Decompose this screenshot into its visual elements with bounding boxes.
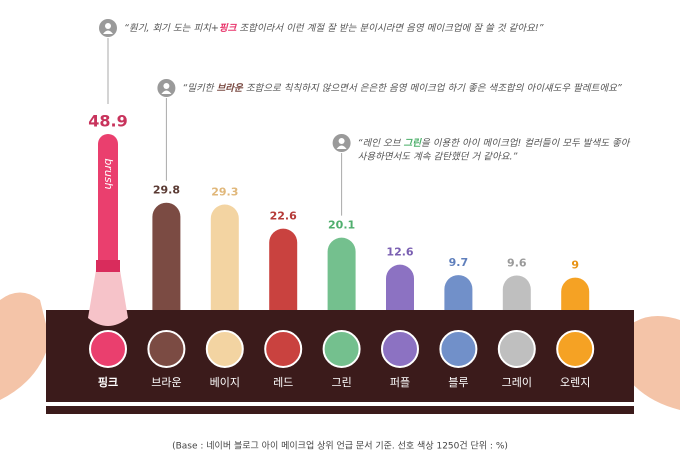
value-label: 9.7 [449,256,469,269]
quote: 사용하면서도 계속 감탄했던 거 같아요.” [358,152,518,163]
user-body [336,145,347,149]
brush-ferrule [96,260,120,272]
bar [269,228,298,310]
quote-text: 을 이용한 아이 메이크업! 컬러들이 모두 발색도 좋아 [421,138,631,149]
quote-highlight: 핑크 [219,22,238,34]
quote-text: “밀키한 [182,83,216,94]
value-label: 48.9 [88,111,127,130]
quote: “밀키한 브라운 조합으로 칙칙하지 않으면서 은은한 음영 메이크업 하기 좋… [182,82,621,94]
bar [152,202,181,310]
swatch [497,330,536,368]
value-label: 22.6 [270,210,297,223]
value-label: 29.3 [211,186,238,199]
value-label: 20.1 [328,219,355,232]
bar [327,237,356,310]
value-label: 12.6 [386,246,413,259]
quote-text: “레인 오브 [358,138,404,149]
value-label: 9.6 [507,256,527,269]
category-label: 브라운 [151,376,181,389]
category-label: 베이지 [210,376,240,389]
palette-base [46,406,634,414]
swatch [556,330,595,368]
swatch [322,330,361,368]
bar [502,275,531,310]
category-label: 그린 [331,376,351,389]
bar [210,204,239,310]
category-label: 그레이 [502,376,532,389]
footnote: (Base : 네이버 블로그 아이 메이크업 상위 언급 문서 기준. 선호 … [172,440,508,452]
category-label: 핑크 [98,375,118,389]
user-head [338,138,345,144]
user-body [161,90,172,94]
quote-text: 조합이라서 이런 계절 잘 받는 분이시라면 음영 메이크업에 잘 쓸 것 같아… [236,23,543,34]
bar [386,264,414,310]
swatch [439,330,478,368]
brush-bristles [88,270,128,326]
right-hand [622,316,680,410]
quote-highlight: 브라운 [217,82,244,94]
category-label: 퍼플 [390,376,410,389]
swatch [89,330,127,368]
user-body [103,30,113,34]
swatch [205,330,244,368]
bar [444,275,473,310]
quote-text: 조합으로 칙칙하지 않으면서 은은한 음영 메이크업 하기 좋은 색조합의 아이… [243,83,622,94]
value-label: 9 [571,259,579,272]
category-label: 레드 [273,376,293,389]
quote-text: “훤기, 회기 도는 피치+ [124,23,219,34]
quote: “훤기, 회기 도는 피치+핑크 조합이라서 이런 계절 잘 받는 분이시라면 … [124,22,544,34]
user-head [105,23,111,29]
brush-text: brush [102,158,115,189]
swatch [264,330,303,368]
swatch [147,330,186,368]
swatch [381,330,419,368]
quote: “레인 오브 그린을 이용한 아이 메이크업! 컬러들이 모두 발색도 좋아 [358,137,631,149]
bar [561,277,590,310]
category-label: 오렌지 [560,376,590,389]
category-label: 블루 [448,376,468,389]
left-hand [0,292,50,400]
quote-highlight: 그린 [404,137,423,149]
user-head [163,83,170,89]
value-label: 29.8 [153,184,180,197]
